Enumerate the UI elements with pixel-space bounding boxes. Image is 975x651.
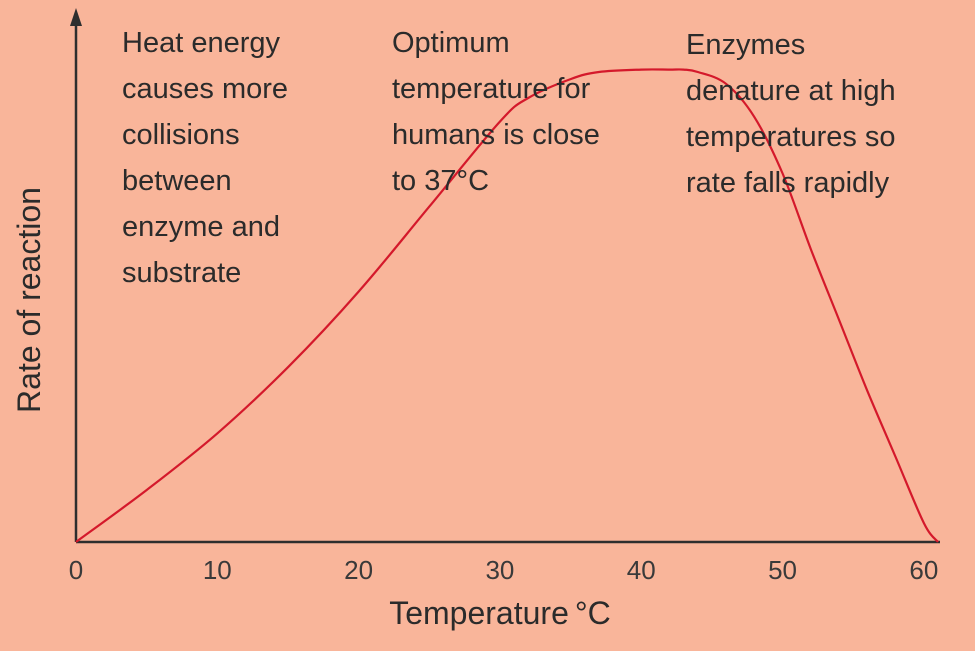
annotation-line: Optimum	[392, 27, 510, 59]
annotation-line: enzyme and	[122, 211, 280, 243]
annotation-line: to 37°C	[392, 165, 490, 197]
annotation-line: temperature for	[392, 73, 591, 105]
annotation-line: humans is close	[392, 119, 600, 151]
axes	[70, 8, 940, 544]
x-axis-label: Temperature °C	[389, 595, 611, 631]
annotation-line: between	[122, 165, 232, 197]
annotation-line: rate falls rapidly	[686, 167, 890, 199]
x-tick-label: 50	[768, 555, 797, 585]
x-tick-label: 40	[627, 555, 656, 585]
y-axis-arrowhead	[70, 8, 82, 26]
annotation-enzymes-denature: Enzymes denature at high temperatures so ra…	[686, 22, 896, 206]
annotation-line: Heat energy	[122, 27, 280, 59]
x-tick-labels: 0 10 20 30 40 50 60	[69, 555, 939, 585]
annotation-line: temperatures so	[686, 121, 896, 153]
x-tick-label: 10	[203, 555, 232, 585]
annotation-line: substrate	[122, 257, 242, 289]
x-tick-label: 60	[909, 555, 938, 585]
x-axis-label-unit: °C	[575, 595, 611, 631]
series-line	[75, 68, 939, 543]
x-tick-label: 0	[69, 555, 83, 585]
x-tick-label: 20	[344, 555, 373, 585]
x-tick-label: 30	[485, 555, 514, 585]
annotation-line: collisions	[122, 119, 240, 151]
annotation-optimum-temperature: Optimum temperature for humans is close to …	[392, 20, 600, 204]
annotation-line: causes more	[122, 73, 289, 105]
annotation-line: Enzymes	[686, 29, 806, 61]
x-axis-label-text: Temperature	[389, 595, 569, 631]
y-axis-label: Rate of reaction	[11, 187, 47, 413]
annotation-heat-energy: Heat energy causes more collisions between e…	[122, 20, 288, 296]
annotation-line: denature at high	[686, 75, 896, 107]
